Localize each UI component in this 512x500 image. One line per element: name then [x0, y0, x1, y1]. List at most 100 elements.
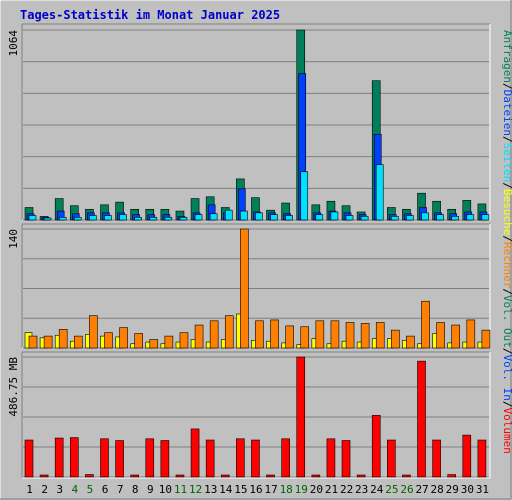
- bar-volumen-day-23: [356, 474, 366, 478]
- bar-seiten-day-13: [209, 213, 218, 221]
- x-tick-label-day-22: 22: [340, 483, 353, 496]
- bar-volumen-day-11: [175, 474, 185, 478]
- x-tick-label-day-3: 3: [56, 483, 63, 496]
- right-legend-segment-3: /: [501, 136, 512, 143]
- bar-seiten-day-2: [43, 217, 52, 221]
- x-tick-label-day-19: 19: [295, 483, 308, 496]
- bar-volumen-day-26: [402, 474, 411, 478]
- bar-rechner-day-10: [164, 335, 174, 349]
- bar-rechner-day-22: [345, 322, 355, 349]
- bar-seiten-day-15: [240, 210, 248, 221]
- x-tick-label-day-9: 9: [147, 483, 154, 496]
- x-tick-label-day-29: 29: [446, 483, 459, 496]
- bar-volumen-day-28: [432, 439, 441, 478]
- x-tick-label-day-18: 18: [280, 483, 293, 496]
- bar-seiten-day-22: [345, 215, 354, 221]
- bar-volumen-day-6: [100, 438, 109, 478]
- x-tick-label-day-24: 24: [370, 483, 384, 496]
- bar-rechner-day-14: [224, 315, 234, 349]
- right-legend-segment-5: /: [501, 182, 512, 189]
- bar-volumen-day-22: [341, 440, 351, 478]
- right-legend-segment-13: /: [501, 401, 512, 408]
- x-tick-label-day-5: 5: [87, 483, 94, 496]
- bar-volumen-day-13: [205, 439, 215, 478]
- bar-rechner-day-26: [406, 335, 415, 349]
- panel-area: [22, 24, 490, 220]
- x-tick-label-day-10: 10: [159, 483, 172, 496]
- bar-seiten-day-31: [481, 214, 490, 221]
- bar-seiten-day-6: [104, 215, 112, 221]
- bar-volumen-day-8: [130, 474, 139, 478]
- x-tick-label-day-6: 6: [102, 483, 109, 496]
- bar-rechner-day-21: [330, 320, 340, 349]
- x-tick-label-day-11: 11: [174, 483, 187, 496]
- bar-seiten-day-7: [119, 214, 127, 221]
- x-tick-label-day-14: 14: [219, 483, 233, 496]
- bar-rechner-day-25: [391, 329, 400, 349]
- bar-rechner-day-11: [179, 332, 189, 349]
- right-legend-segment-12: Vol. In: [501, 355, 512, 401]
- x-tick-label-day-17: 17: [264, 483, 277, 496]
- bar-seiten-day-18: [285, 215, 293, 221]
- bar-rechner-day-29: [451, 324, 461, 349]
- bar-seiten-day-8: [134, 217, 142, 221]
- panel-hits-files-pages: 1064: [7, 23, 491, 221]
- bar-volumen-day-15: [236, 438, 245, 478]
- x-tick-label-day-21: 21: [325, 483, 338, 496]
- bar-rechner-day-24: [375, 322, 385, 349]
- bar-rechner-day-3: [58, 328, 68, 349]
- bar-volumen-day-5: [85, 474, 94, 478]
- bar-seiten-day-27: [421, 212, 429, 221]
- bar-rechner-day-1: [28, 335, 38, 349]
- bar-rechner-day-17: [270, 319, 279, 349]
- x-tick-label-day-31: 31: [476, 483, 489, 496]
- bar-rechner-day-6: [104, 332, 113, 349]
- bar-seiten-day-1: [28, 215, 37, 221]
- x-tick-label-day-12: 12: [189, 483, 202, 496]
- x-tick-label-day-23: 23: [355, 483, 368, 496]
- right-legend-vertical: Anfragen/Dateien/Seiten/Besuche/Rechner/…: [501, 30, 512, 454]
- right-legend-segment-2: Dateien: [501, 90, 512, 136]
- right-legend-segment-14: Volumen: [501, 408, 512, 454]
- bar-seiten-day-14: [224, 209, 233, 221]
- chart-panels: 1064 140 486.75 MB: [7, 23, 491, 479]
- bar-seiten-day-16: [255, 212, 263, 221]
- bar-volumen-day-27: [417, 360, 426, 478]
- bar-seiten-day-17: [270, 214, 278, 221]
- bar-seiten-day-10: [164, 217, 173, 221]
- bar-rechner-day-12: [194, 324, 204, 349]
- x-tick-label-day-4: 4: [72, 483, 79, 496]
- bar-seiten-day-20: [315, 214, 324, 221]
- bar-seiten-day-5: [89, 215, 97, 221]
- bar-seiten-day-21: [330, 211, 339, 221]
- bar-volumen-day-10: [160, 440, 170, 478]
- bar-rechner-day-16: [255, 320, 264, 349]
- bar-volumen-day-20: [311, 474, 321, 478]
- bar-rechner-day-23: [360, 323, 370, 349]
- bar-rechner-day-30: [466, 319, 476, 349]
- panel-visits-sites: 140: [7, 223, 491, 349]
- x-tick-label-day-2: 2: [41, 483, 48, 496]
- x-axis-tick-labels: 1 2 3 4 5 6 7 8 9 10 11 12 13 14 15 16 17 18 19 20 21 22 23 24 2…: [26, 483, 489, 496]
- bar-volumen-day-7: [115, 440, 124, 478]
- bar-volumen-day-29: [447, 474, 457, 478]
- bar-rechner-day-2: [43, 335, 53, 349]
- bar-rechner-day-5: [89, 315, 98, 349]
- bar-rechner-day-9: [149, 339, 159, 349]
- bar-volumen-day-4: [69, 437, 79, 478]
- bar-rechner-day-28: [436, 322, 445, 349]
- panel-volume: 486.75 MB: [7, 351, 491, 479]
- bar-seiten-day-28: [436, 214, 444, 221]
- bar-seiten-day-29: [451, 216, 460, 221]
- bar-seiten-day-12: [194, 214, 203, 221]
- x-tick-label-day-30: 30: [461, 483, 474, 496]
- bar-seiten-day-25: [391, 216, 399, 221]
- bar-rechner-day-31: [481, 329, 491, 349]
- right-legend-segment-0: Anfragen: [501, 30, 512, 83]
- y-axis-max-label: 1064: [7, 30, 20, 57]
- bar-rechner-day-27: [421, 300, 430, 349]
- bar-volumen-day-1: [24, 439, 34, 478]
- bar-seiten-day-19: [300, 171, 309, 221]
- x-tick-label-day-20: 20: [310, 483, 323, 496]
